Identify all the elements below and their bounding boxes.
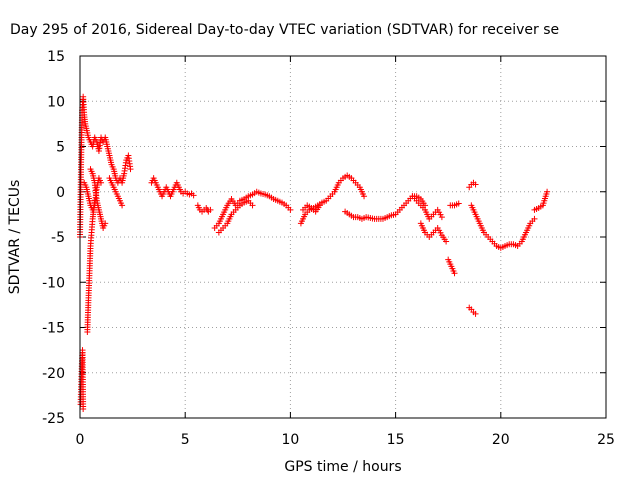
y-tick-label: 15 [47,49,65,65]
x-axis-label: GPS time / hours [284,459,401,475]
x-tick-label: 25 [597,432,615,448]
data-point [443,238,450,245]
x-tick-label: 5 [181,432,190,448]
grid-layer [80,56,606,418]
data-point [127,166,134,173]
y-tick-label: -25 [42,411,65,427]
data-point [190,192,197,199]
plot-frame [79,55,607,419]
data-point [455,200,462,207]
y-tick-label: 5 [56,140,65,156]
y-tick-label: -10 [42,275,65,291]
data-point [98,179,105,186]
data-point [80,405,87,412]
chart-title: Day 295 of 2016, Sidereal Day-to-day VTE… [10,22,559,38]
x-tick-label: 20 [492,432,510,448]
y-axis-label: SDTVAR / TECUs [7,180,23,295]
x-tick-labels: 0 5 10 15 20 25 [76,432,615,448]
data-point [544,188,551,195]
data-point [119,202,126,209]
data-point [472,310,479,317]
data-point [316,202,323,209]
x-tick-label: 15 [387,432,405,448]
x-tick-label: 0 [76,432,85,448]
data-point [451,270,458,277]
data-point [102,220,109,227]
y-tick-labels: -25 -20 -15 -10 -5 0 5 10 15 [42,49,65,427]
data-point [249,202,256,209]
data-point [361,193,368,200]
data-point [472,181,479,188]
data-point [287,206,294,213]
tick-layer [79,55,607,419]
data-point [438,214,445,221]
y-tick-label: -5 [51,230,65,246]
y-tick-label: 0 [56,185,65,201]
y-tick-label: 10 [47,94,65,110]
data-point [207,206,214,213]
marks-layer [77,93,551,412]
y-tick-label: -20 [42,366,65,382]
data-point [531,215,538,222]
y-tick-label: -15 [42,321,65,337]
x-tick-label: 10 [281,432,299,448]
